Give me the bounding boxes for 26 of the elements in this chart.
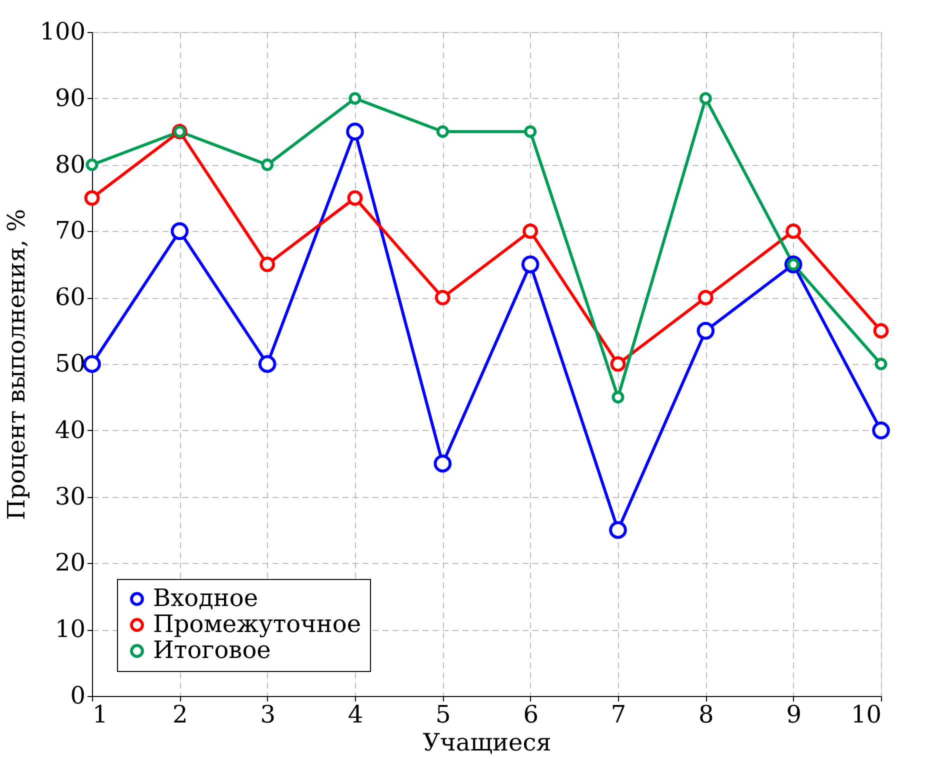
y-tick-label: 60: [54, 283, 86, 312]
y-tick-label: 40: [54, 416, 86, 444]
x-tick-label: 9: [786, 700, 802, 728]
x-axis-title: Учащиеся: [422, 728, 552, 756]
x-tick-label: 3: [260, 700, 276, 728]
x-tick-label: 6: [523, 700, 538, 728]
y-tick-label: 80: [54, 150, 86, 178]
x-tick-label: 5: [436, 700, 451, 728]
y-tick-label: 20: [54, 548, 86, 577]
x-tick-label: 10: [850, 700, 882, 728]
y-tick-label: 50: [54, 350, 86, 378]
legend-label: Промежуточное: [153, 610, 362, 638]
legend-label: Входное: [153, 584, 258, 612]
y-tick-label: 30: [54, 482, 86, 510]
y-tick-label: 100: [40, 18, 86, 46]
legend-label: Итоговое: [153, 636, 271, 664]
y-tick-label: 90: [54, 84, 86, 112]
x-tick-label: 2: [172, 700, 188, 728]
x-tick-label: 8: [698, 700, 714, 728]
x-tick-label: 4: [348, 700, 364, 728]
y-tick-label: 10: [54, 615, 86, 644]
y-tick-label: 70: [54, 216, 86, 245]
x-tick-label: 7: [610, 700, 626, 728]
y-tick-label: 0: [70, 682, 86, 710]
x-tick-label: 1: [92, 700, 108, 728]
y-axis-title: Процент выполнения, %: [2, 209, 31, 520]
